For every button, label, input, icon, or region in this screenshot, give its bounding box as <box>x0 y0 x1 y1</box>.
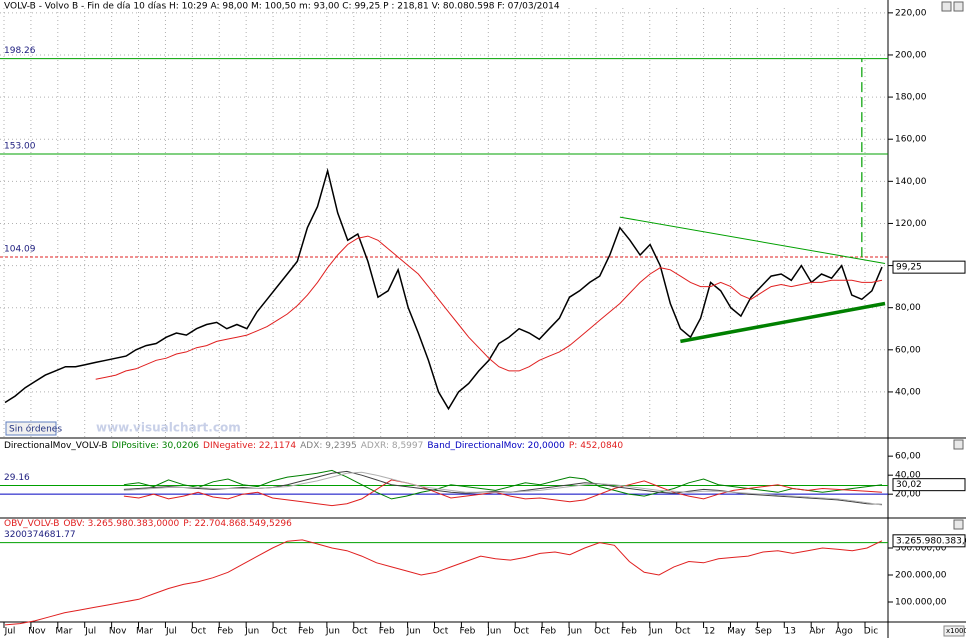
series-line <box>95 235 883 380</box>
y-tick-label: 220,00 <box>895 8 927 18</box>
price-tag-box <box>892 478 966 492</box>
x-tick-label: Oct <box>433 627 449 637</box>
unit-box <box>943 625 965 637</box>
price-tag-label: 99,25 <box>896 263 922 273</box>
x-tick-label: Nov <box>109 627 127 637</box>
x-tick-label: Mar <box>136 627 153 637</box>
y-tick-label: 60,00 <box>895 452 921 462</box>
x-tick-label: Abr <box>809 627 825 637</box>
y-tick-label: 100.000,00 <box>895 597 947 607</box>
series-line <box>123 469 883 500</box>
y-tick-label: 160,00 <box>895 135 927 145</box>
panel-title-part: P: 452,0840 <box>569 441 624 451</box>
status-text: Sin órdenes <box>9 424 62 435</box>
y-tick-label: 180,00 <box>895 93 927 103</box>
panel-title-part: ADX: 9,2395 <box>300 441 357 451</box>
x-tick-label: Feb <box>217 627 233 637</box>
panel-title: OBV_VOLV-B OBV: 3.265.980.383,0000 P: 22.7… <box>4 519 292 529</box>
panel-title-part: ADXR: 8,5997 <box>361 441 424 451</box>
x-tick-label: Feb <box>621 627 637 637</box>
x-tick-label: Jul <box>84 627 96 637</box>
level-label: 104.09 <box>4 244 36 254</box>
panel-title-part: OBV_VOLV-B <box>4 519 59 529</box>
price-tag-box <box>892 534 966 548</box>
x-tick-label: Jun <box>648 627 663 637</box>
series-line <box>123 471 883 506</box>
y-tick-label: 120,00 <box>895 219 927 229</box>
y-tick-label: 40,00 <box>895 387 921 397</box>
x-tick-label: Dic <box>864 627 878 637</box>
panel-title-part: OBV: 3.265.980.383,0000 <box>63 519 179 529</box>
series-line <box>4 167 883 411</box>
watermark: www.visualchart.com <box>96 421 241 435</box>
panel-title-part: DirectionalMov_VOLV-B <box>4 441 108 451</box>
x-tick-label: Mar <box>55 627 72 637</box>
window-button[interactable] <box>941 1 952 12</box>
y-tick-label: 80,00 <box>895 303 921 313</box>
series-line <box>123 479 883 507</box>
x-tick-label: Jul <box>165 627 177 637</box>
x-tick-label: Feb <box>540 627 556 637</box>
y-tick-label: 140,00 <box>895 177 927 187</box>
panel-title-part: DIPositive: 30,0206 <box>112 441 200 451</box>
price-tag-box <box>892 260 966 274</box>
window-button[interactable] <box>953 1 964 12</box>
y-tick-label: 300.000,00 <box>895 543 947 553</box>
panel-title-part: P: 22.704.868.549,5296 <box>183 519 292 529</box>
x-tick-label: Jul <box>4 627 16 637</box>
level-label: 198.26 <box>4 46 36 56</box>
y-tick-label: 60,00 <box>895 345 921 355</box>
x-tick-label: May <box>727 627 746 637</box>
x-tick-label: Oct <box>513 627 529 637</box>
x-tick-label: Jun <box>406 627 421 637</box>
x-tick-label: Sep <box>755 627 772 637</box>
x-tick-label: Feb <box>298 627 314 637</box>
x-tick-label: Oct <box>675 627 691 637</box>
chart-title: VOLV-B - Volvo B - Fin de día 10 días H:… <box>4 2 560 12</box>
x-tick-label: Jun <box>567 627 582 637</box>
x-tick-label: Jun <box>486 627 501 637</box>
window-button[interactable] <box>953 439 964 450</box>
panel-title-part: Band_DirectionalMov: 20,0000 <box>427 441 565 451</box>
y-tick-label: 20,00 <box>895 490 921 500</box>
x-tick-label: Oct <box>271 627 287 637</box>
price-tag-label: 3.265.980.383,0 <box>896 536 966 546</box>
price-tag-label: 30,02 <box>896 480 922 490</box>
y-tick-label: 40,00 <box>895 471 921 481</box>
x-tick-label: 12 <box>704 627 715 637</box>
panel-title-part: DINegative: 22,1174 <box>203 441 296 451</box>
x-tick-label: Feb <box>459 627 475 637</box>
level-label: 29.16 <box>4 473 30 483</box>
trendline <box>680 301 886 344</box>
x-tick-label: Oct <box>191 627 207 637</box>
level-label: 153.00 <box>4 141 36 151</box>
x-tick-label: Oct <box>594 627 610 637</box>
window-button[interactable] <box>953 519 964 530</box>
panel-title: DirectionalMov_VOLV-B DIPositive: 30,0206… <box>4 441 623 451</box>
x-tick-label: Feb <box>379 627 395 637</box>
x-tick-label: Jun <box>325 627 340 637</box>
y-tick-label: 200,00 <box>895 50 927 60</box>
x-tick-label: Jun <box>244 627 259 637</box>
x-tick-label: Ago <box>835 627 853 637</box>
level-label: 3200374681.77 <box>4 530 76 540</box>
x-tick-label: 13 <box>785 627 796 637</box>
series-line <box>4 539 883 626</box>
x-tick-label: Nov <box>28 627 46 637</box>
trendline <box>619 216 886 264</box>
unit-label: x10000 <box>946 627 966 635</box>
x-tick-label: Oct <box>352 627 368 637</box>
y-tick-label: 200.000,00 <box>895 570 947 580</box>
